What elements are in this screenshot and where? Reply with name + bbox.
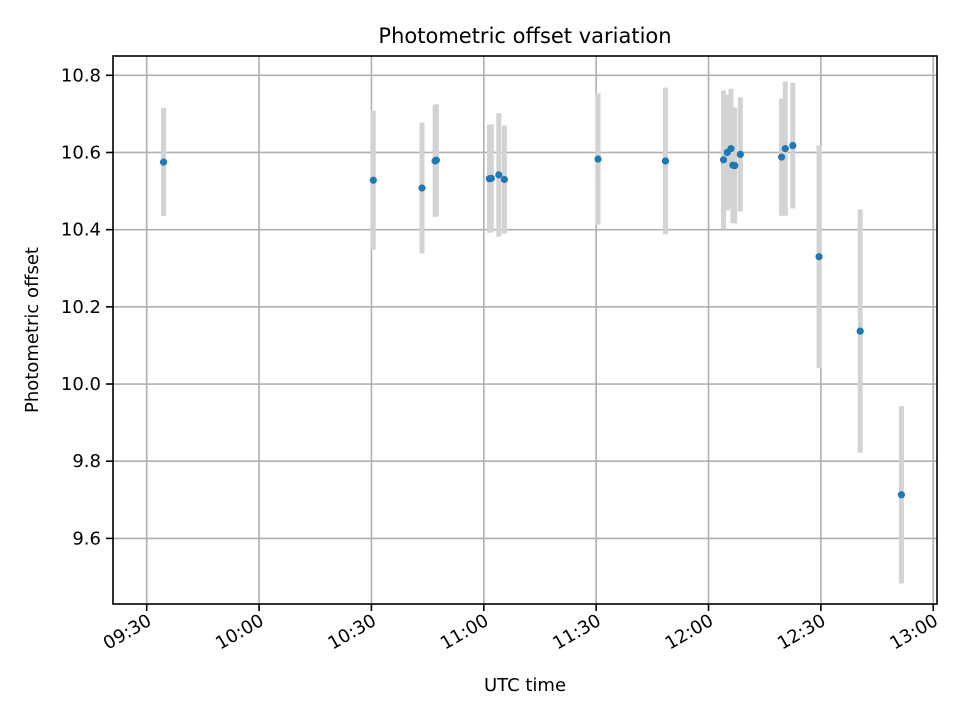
y-tick-label: 10.2: [61, 297, 101, 318]
data-point: [789, 141, 797, 150]
data-point: [159, 158, 168, 166]
plot-frame: [112, 55, 938, 605]
y-tick-label: 9.6: [72, 528, 101, 549]
data-point: [369, 176, 377, 184]
data-point: [719, 156, 728, 164]
chart-title: Photometric offset variation: [378, 24, 671, 48]
y-tick-label: 10.8: [61, 65, 101, 86]
x-tick-label: 10:00: [212, 610, 267, 654]
data-point: [727, 145, 735, 153]
data-point: [781, 145, 789, 153]
errorbar-layer: [161, 81, 904, 584]
data-point: [418, 184, 426, 192]
x-tick-label: 09:30: [100, 610, 155, 654]
x-tick-label: 10:30: [325, 610, 380, 654]
data-point: [500, 175, 508, 184]
data-point: [736, 150, 744, 159]
data-point: [594, 155, 602, 163]
tick-layer: 09:30 10:00 10:30 11:00 11:30 12:00 12:30 13:00…: [61, 65, 942, 654]
data-point: [731, 162, 739, 170]
y-tick-label: 9.8: [72, 451, 101, 472]
data-point: [777, 153, 786, 161]
y-tick-label: 10.4: [61, 220, 101, 241]
data-point: [815, 253, 823, 261]
x-tick-label: 13:00: [886, 610, 941, 654]
data-point: [495, 171, 503, 179]
y-tick-label: 10.0: [61, 374, 101, 395]
x-axis-label: UTC time: [484, 675, 566, 696]
x-tick-label: 11:30: [549, 610, 604, 654]
x-tick-label: 12:00: [662, 610, 717, 654]
marker-layer: [159, 141, 906, 499]
data-point: [897, 491, 906, 499]
x-tick-label: 12:30: [774, 610, 829, 654]
x-tick-label: 11:00: [437, 610, 492, 654]
y-axis-label: Photometric offset: [22, 247, 43, 413]
data-point: [487, 174, 495, 182]
data-point: [856, 327, 864, 335]
grid-layer: [113, 56, 937, 604]
data-point: [432, 156, 440, 164]
y-tick-label: 10.6: [61, 142, 101, 163]
data-point: [661, 157, 670, 165]
